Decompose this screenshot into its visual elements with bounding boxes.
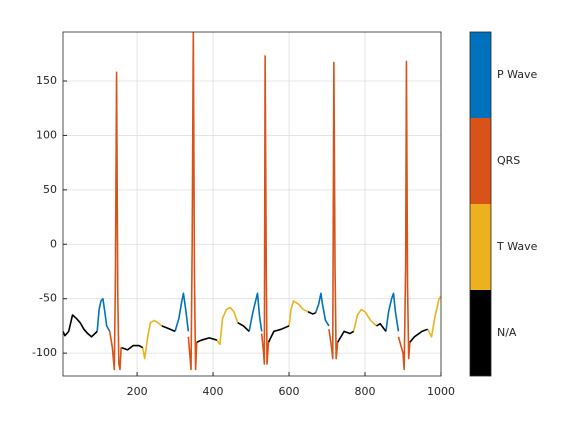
colorbar-segment [470,290,491,376]
x-tick-label: 600 [279,385,300,398]
x-tick-label: 800 [355,385,376,398]
ecg-line [108,32,411,371]
y-tick-label: -50 [39,292,57,305]
colorbar-segment [470,204,491,290]
y-tick-label: -100 [32,346,57,359]
x-tick-label: 200 [127,385,148,398]
plot-area [63,32,441,371]
x-tick-label: 400 [203,385,224,398]
colorbar-segment [470,118,491,204]
x-tick-label: 1000 [427,385,455,398]
y-tick-label: 100 [36,128,57,141]
legend-label: N/A [497,326,517,339]
colorbar-segment [470,32,491,118]
legend-label: QRS [497,154,520,167]
y-tick-label: 0 [50,237,57,250]
ecg-line [63,311,428,351]
legend-label: P Wave [497,68,538,81]
ecg-line [141,296,441,360]
y-tick-label: 50 [43,183,57,196]
ecg-line [96,292,400,332]
legend-label: T Wave [496,240,538,253]
axes-box [62,31,442,377]
y-tick-label: 150 [36,74,57,87]
colorbar-box [469,31,492,377]
